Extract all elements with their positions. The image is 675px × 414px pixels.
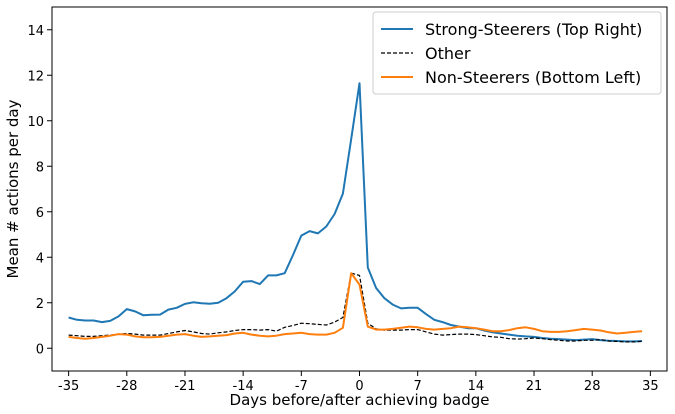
y-tick-label: 12 — [27, 69, 44, 84]
legend-label-1: Strong-Steerers (Top Right) — [425, 20, 642, 39]
y-tick-label: 14 — [27, 24, 44, 39]
y-axis-ticks: 0 2 4 6 8 10 12 14 — [27, 24, 52, 357]
legend-box — [372, 11, 662, 95]
x-tick-label: 0 — [355, 379, 363, 394]
series-line-3 — [68, 272, 643, 340]
y-tick-label: 2 — [36, 297, 44, 312]
x-tick-label: -7 — [295, 379, 308, 394]
y-tick-label: 10 — [27, 115, 44, 130]
y-tick-label: 4 — [36, 251, 44, 266]
y-axis-label: Mean # actions per day — [4, 99, 22, 278]
x-tick-label: 14 — [468, 379, 485, 394]
plot-frame — [51, 6, 668, 372]
series-layer — [68, 82, 643, 343]
series-line-1 — [68, 82, 643, 343]
x-tick-label: -35 — [58, 379, 79, 394]
legend-label-2: Other — [425, 44, 471, 63]
x-tick-label: 35 — [642, 379, 659, 394]
y-tick-label: 6 — [36, 206, 44, 221]
y-tick-label: 8 — [36, 160, 44, 175]
x-tick-label: -14 — [233, 379, 254, 394]
x-axis-ticks: -35 -28 -21 -14 -7 0 7 14 21 28 35 — [58, 371, 659, 394]
x-axis-label: Days before/after achieving badge — [230, 391, 490, 409]
legend: Strong-Steerers (Top Right) Other Non-Stee… — [372, 11, 662, 95]
x-tick-label: 7 — [414, 379, 422, 394]
x-tick-label: 28 — [584, 379, 601, 394]
x-tick-label: 21 — [526, 379, 543, 394]
legend-label-3: Non-Steerers (Bottom Left) — [425, 68, 641, 87]
x-tick-label: -21 — [174, 379, 195, 394]
legend-entries: Strong-Steerers (Top Right) Other Non-Stee… — [381, 20, 642, 87]
x-tick-label: -28 — [116, 379, 137, 394]
y-tick-label: 0 — [36, 342, 44, 357]
